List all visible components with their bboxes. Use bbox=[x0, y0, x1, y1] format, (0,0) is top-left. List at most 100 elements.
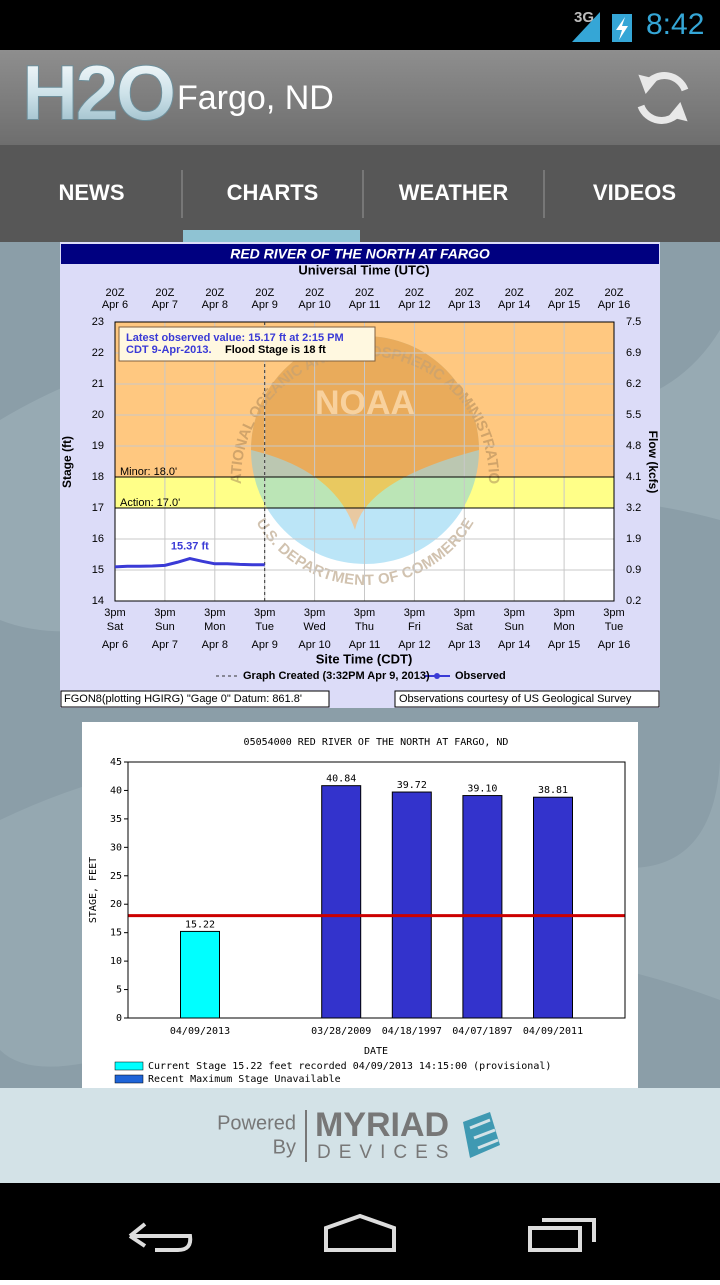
bar bbox=[321, 785, 362, 1019]
plot-border bbox=[114, 321, 615, 602]
tab[interactable]: VIDEOS bbox=[593, 180, 676, 205]
x-tick-label: 3pm bbox=[553, 607, 574, 619]
annotation-line2b: Flood Stage is 18 ft bbox=[225, 344, 326, 356]
recents-button[interactable] bbox=[528, 1218, 596, 1252]
top-tick-label: 20Z bbox=[405, 287, 424, 299]
y2-tick-label: 5.5 bbox=[626, 409, 641, 421]
refresh-button[interactable] bbox=[637, 72, 689, 124]
network-type: 3G bbox=[574, 9, 594, 26]
y-tick-label: 30 bbox=[110, 842, 122, 853]
y-tick-label: 40 bbox=[110, 785, 122, 796]
tab-indicator bbox=[183, 230, 360, 242]
tab[interactable]: CHARTS bbox=[227, 180, 319, 205]
y-tick-label: 35 bbox=[110, 814, 122, 825]
brand-sub: DEVICES bbox=[317, 1142, 456, 1163]
x-tick-date: Apr 10 bbox=[298, 639, 330, 651]
y-tick-label: 15 bbox=[92, 564, 104, 576]
value-label: 39.72 bbox=[397, 780, 427, 791]
y2-tick-label: 3.2 bbox=[626, 502, 641, 514]
y-tick-label: 15 bbox=[110, 928, 122, 939]
myriad-logo bbox=[463, 1112, 500, 1158]
y-tick-label: 18 bbox=[92, 471, 104, 483]
x-tick-label: 3pm bbox=[204, 607, 225, 619]
y-tick-label: 16 bbox=[92, 533, 104, 545]
y-tick-label: 10 bbox=[110, 956, 122, 967]
title-bar bbox=[61, 244, 659, 264]
x-tick-day: Sun bbox=[504, 621, 524, 633]
bar bbox=[533, 796, 573, 1019]
plot-border bbox=[127, 761, 626, 1019]
top-tick-date: Apr 6 bbox=[102, 299, 128, 311]
y2-tick-label: 4.1 bbox=[626, 471, 641, 483]
y2-axis-label: Flow (kcfs) bbox=[646, 431, 660, 494]
y2-tick-label: 0.2 bbox=[626, 595, 641, 607]
y-axis-label: Stage (ft) bbox=[60, 436, 74, 488]
x-tick-date: Apr 14 bbox=[498, 639, 530, 651]
y-tick-label: 0 bbox=[116, 1013, 122, 1024]
y-tick-label: 21 bbox=[92, 378, 104, 390]
top-tick-date: Apr 14 bbox=[498, 299, 530, 311]
y-tick-label: 20 bbox=[92, 409, 104, 421]
x-tick-day: Thu bbox=[355, 621, 374, 633]
top-tick-date: Apr 12 bbox=[398, 299, 430, 311]
x-tick-label: 3pm bbox=[354, 607, 375, 619]
x-tick-day: Sat bbox=[456, 621, 473, 633]
bar bbox=[462, 795, 503, 1019]
location: Fargo, ND bbox=[177, 79, 334, 117]
x-tick-label: 3pm bbox=[603, 607, 624, 619]
tab[interactable]: NEWS bbox=[59, 180, 125, 205]
legend-label: Current Stage 15.22 feet recorded 04/09/… bbox=[148, 1061, 551, 1072]
x-tick-date: Apr 15 bbox=[548, 639, 580, 651]
top-tick-label: 20Z bbox=[255, 287, 274, 299]
tab-bar bbox=[0, 145, 720, 242]
x-tick-date: Apr 12 bbox=[398, 639, 430, 651]
legend-label: Observed bbox=[455, 670, 506, 682]
x-tick-date: Apr 8 bbox=[202, 639, 228, 651]
y2-tick-label: 1.9 bbox=[626, 533, 641, 545]
footer-right: Observations courtesy of US Geological S… bbox=[399, 693, 632, 705]
y-tick-label: 17 bbox=[92, 502, 104, 514]
annotation-line1: Latest observed value: 15.17 ft at 2:15 … bbox=[126, 332, 344, 344]
top-tick-date: Apr 11 bbox=[349, 299, 381, 311]
chart-title: 05054000 RED RIVER OF THE NORTH AT FARGO… bbox=[244, 737, 509, 748]
x-tick-date: Apr 16 bbox=[598, 639, 630, 651]
chart-title: RED RIVER OF THE NORTH AT FARGO bbox=[230, 246, 490, 262]
legend-label: Recent Maximum Stage Unavailable bbox=[148, 1074, 341, 1085]
legend-marker bbox=[434, 673, 440, 679]
by-text: By bbox=[273, 1136, 296, 1158]
x-tick-label: 3pm bbox=[454, 607, 475, 619]
top-tick-label: 20Z bbox=[106, 287, 125, 299]
x-tick-label: 3pm bbox=[154, 607, 175, 619]
top-tick-date: Apr 9 bbox=[252, 299, 278, 311]
x-tick-day: Tue bbox=[605, 621, 624, 633]
x-tick-label: 03/28/2009 bbox=[311, 1026, 371, 1037]
tab[interactable]: WEATHER bbox=[399, 180, 509, 205]
footer-bg bbox=[0, 1088, 720, 1183]
annotation-line2a: CDT 9-Apr-2013. bbox=[126, 344, 212, 356]
home-button[interactable] bbox=[324, 1213, 396, 1252]
top-tick-date: Apr 10 bbox=[298, 299, 330, 311]
y-tick-label: 45 bbox=[110, 757, 122, 768]
x-tick-label: 3pm bbox=[503, 607, 524, 619]
y-tick-label: 5 bbox=[116, 985, 122, 996]
charging-icon bbox=[616, 17, 628, 40]
nav-bar bbox=[0, 1183, 720, 1280]
x-tick-day: Fri bbox=[408, 621, 421, 633]
back-button[interactable] bbox=[128, 1222, 193, 1252]
value-label: 15.22 bbox=[185, 919, 215, 930]
x-tick-label: 3pm bbox=[104, 607, 125, 619]
x-tick-date: Apr 6 bbox=[102, 639, 128, 651]
x-tick-date: Apr 13 bbox=[448, 639, 480, 651]
observed-line bbox=[114, 556, 265, 569]
x-tick-day: Wed bbox=[303, 621, 325, 633]
top-tick-label: 20Z bbox=[555, 287, 574, 299]
top-tick-date: Apr 16 bbox=[598, 299, 630, 311]
x-tick-label: 3pm bbox=[254, 607, 275, 619]
x-tick-day: Tue bbox=[255, 621, 274, 633]
y2-tick-label: 7.5 bbox=[626, 316, 641, 328]
y2-tick-label: 4.8 bbox=[626, 440, 641, 452]
x-tick-label: 3pm bbox=[404, 607, 425, 619]
top-tick-label: 20Z bbox=[305, 287, 324, 299]
